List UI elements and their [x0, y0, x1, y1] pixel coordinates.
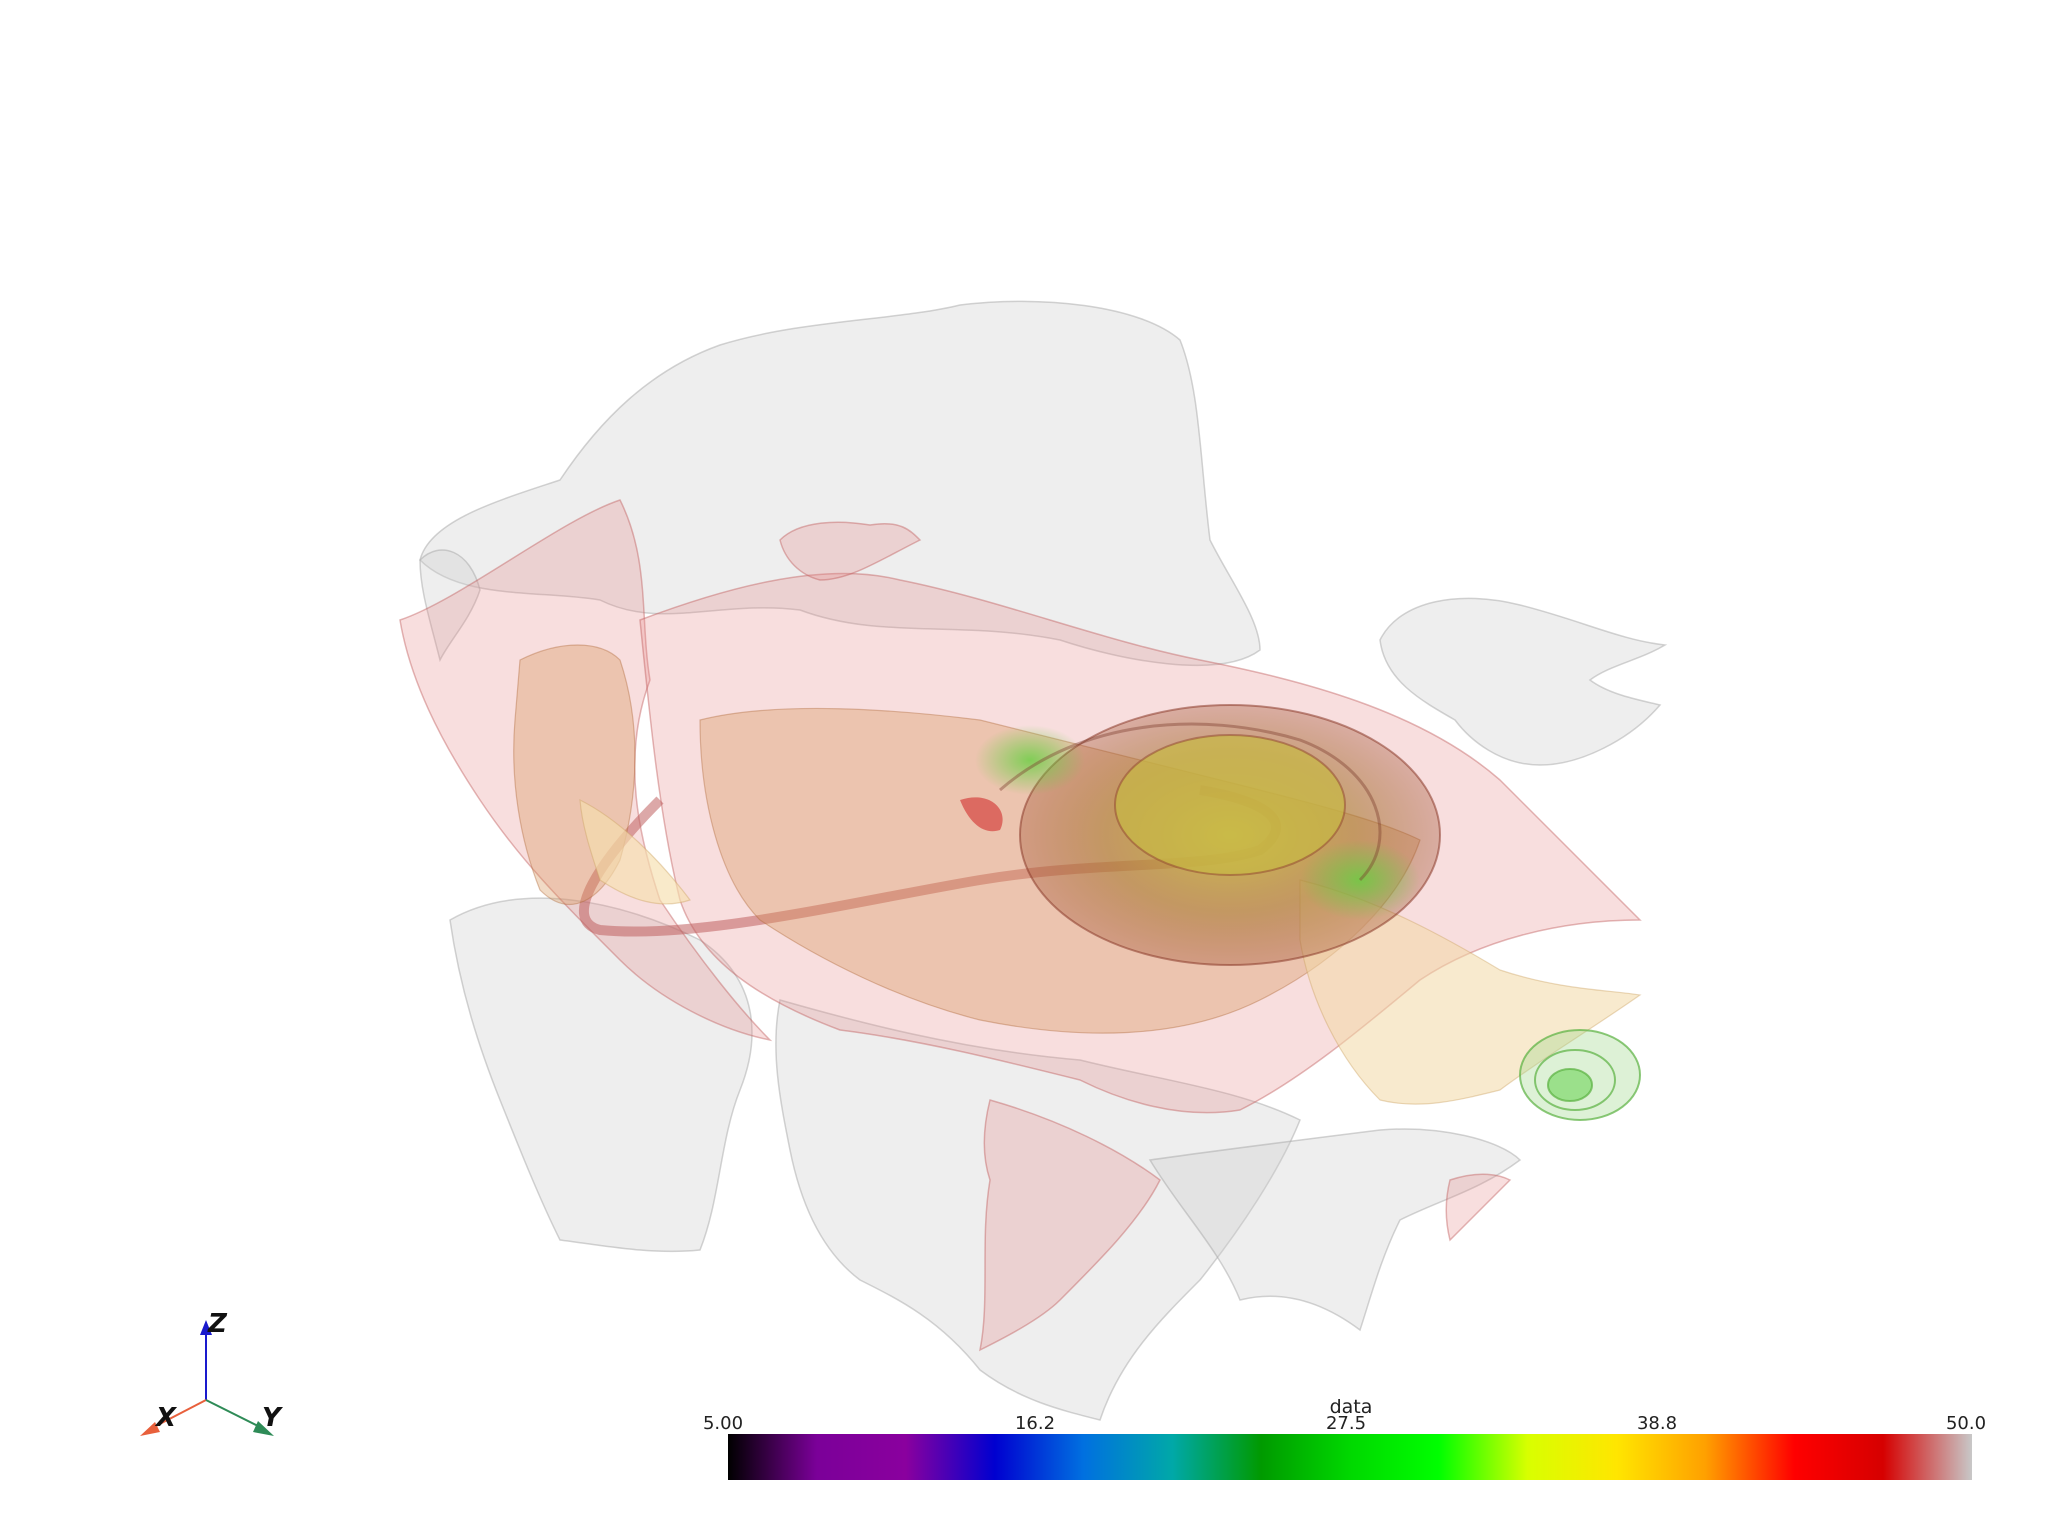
core-inner-ellipse [1114, 734, 1346, 876]
pink-surface-top-flap [779, 521, 922, 581]
tan-surface-left-sliver [579, 798, 691, 905]
pink-surface-bottom [978, 1099, 1161, 1352]
gray-surface-lower-left [449, 897, 753, 1253]
colorbar-tick-0: 5.00 [703, 1413, 743, 1434]
gray-surface-small-right [1379, 597, 1668, 766]
pink-surface-left [399, 499, 773, 1042]
green-shell-inner [1547, 1068, 1593, 1102]
x-axis-label: X [154, 1403, 178, 1433]
colorbar-tick-3: 38.8 [1637, 1413, 1677, 1434]
colorbar-tick-1: 16.2 [1015, 1413, 1055, 1434]
gray-surface-upper [419, 300, 1261, 666]
orientation-axes-widget[interactable]: Z X Y [140, 1309, 284, 1436]
colorbar-tick-2: 27.5 [1326, 1413, 1366, 1434]
core-red-streak [960, 797, 1003, 832]
scalar-bar: data 5.00 16.2 27.5 38.8 50.0 [703, 1396, 1986, 1480]
gray-surface-left-fold [419, 549, 481, 663]
core-green-upper [975, 725, 1085, 795]
z-axis-arrowhead [200, 1320, 212, 1335]
outer-isosurface-gray [419, 300, 1668, 1421]
inner-core-isosurface [960, 704, 1441, 966]
tan-surface-right-tail [1299, 879, 1642, 1105]
x-axis-line [151, 1399, 207, 1429]
y-axis-line [205, 1399, 263, 1429]
colorbar-title: data [1330, 1396, 1373, 1418]
green-shell-cluster [1519, 1029, 1641, 1121]
gray-surface-lower-center [775, 999, 1301, 1421]
z-axis-label: Z [207, 1309, 228, 1339]
y-axis-arrowhead [253, 1421, 274, 1436]
pink-surface-lower-right [1445, 1173, 1512, 1242]
core-dark-swirl [999, 722, 1382, 882]
x-axis-arrowhead [140, 1422, 160, 1436]
colorbar-tick-4: 50.0 [1946, 1413, 1986, 1434]
colorbar-gradient-rect [728, 1434, 1972, 1480]
y-axis-label: Y [262, 1403, 284, 1433]
core-green-right [1300, 840, 1420, 920]
green-shell-mid [1534, 1049, 1616, 1111]
gray-surface-lower-right [1148, 1128, 1522, 1332]
